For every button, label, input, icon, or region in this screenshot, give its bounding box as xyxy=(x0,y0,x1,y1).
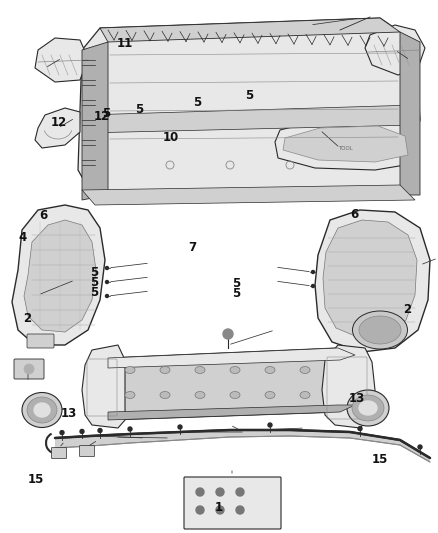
Polygon shape xyxy=(108,405,355,420)
Circle shape xyxy=(128,427,132,431)
Text: 5: 5 xyxy=(102,107,110,120)
Text: 5: 5 xyxy=(90,276,98,289)
Circle shape xyxy=(98,429,102,432)
Text: 5: 5 xyxy=(246,90,254,102)
Ellipse shape xyxy=(300,367,310,374)
Polygon shape xyxy=(323,220,417,338)
Ellipse shape xyxy=(352,395,384,421)
Circle shape xyxy=(216,506,224,514)
Text: 5: 5 xyxy=(90,286,98,298)
FancyBboxPatch shape xyxy=(27,334,54,348)
Polygon shape xyxy=(24,220,96,332)
Text: 5: 5 xyxy=(233,287,240,300)
Polygon shape xyxy=(82,42,108,200)
Circle shape xyxy=(223,329,233,339)
Ellipse shape xyxy=(125,392,135,399)
Polygon shape xyxy=(322,345,375,428)
Ellipse shape xyxy=(27,397,57,423)
FancyBboxPatch shape xyxy=(80,446,95,456)
FancyBboxPatch shape xyxy=(52,448,67,458)
Text: 5: 5 xyxy=(193,96,201,109)
Ellipse shape xyxy=(230,392,240,399)
Circle shape xyxy=(268,423,272,427)
Ellipse shape xyxy=(160,392,170,399)
Text: 6: 6 xyxy=(40,209,48,222)
Ellipse shape xyxy=(300,392,310,399)
Circle shape xyxy=(196,488,204,496)
Ellipse shape xyxy=(33,402,51,418)
Ellipse shape xyxy=(347,390,389,426)
Circle shape xyxy=(236,506,244,514)
Circle shape xyxy=(311,285,314,287)
Text: 13: 13 xyxy=(60,407,77,420)
Circle shape xyxy=(24,364,34,374)
Ellipse shape xyxy=(160,367,170,374)
Polygon shape xyxy=(365,25,425,75)
Ellipse shape xyxy=(359,316,401,344)
Text: 5: 5 xyxy=(90,266,98,279)
Text: 12: 12 xyxy=(93,110,110,123)
Text: 1: 1 xyxy=(215,501,223,514)
Circle shape xyxy=(60,431,64,434)
Text: 2: 2 xyxy=(403,303,411,316)
Circle shape xyxy=(106,266,109,270)
Text: 6: 6 xyxy=(351,208,359,221)
Ellipse shape xyxy=(265,367,275,374)
Polygon shape xyxy=(35,108,80,148)
Text: 2: 2 xyxy=(24,312,32,325)
Polygon shape xyxy=(283,126,408,162)
Polygon shape xyxy=(82,185,415,205)
Polygon shape xyxy=(100,18,400,42)
Ellipse shape xyxy=(230,367,240,374)
Polygon shape xyxy=(55,430,430,462)
Ellipse shape xyxy=(353,311,407,349)
Polygon shape xyxy=(92,348,360,420)
Text: 15: 15 xyxy=(372,453,389,466)
Circle shape xyxy=(216,488,224,496)
Text: 11: 11 xyxy=(117,37,133,50)
Ellipse shape xyxy=(22,392,62,427)
FancyBboxPatch shape xyxy=(184,477,281,529)
Polygon shape xyxy=(400,32,420,195)
Text: 15: 15 xyxy=(28,473,44,486)
Circle shape xyxy=(236,488,244,496)
Polygon shape xyxy=(108,348,355,368)
Circle shape xyxy=(311,271,314,273)
Ellipse shape xyxy=(195,367,205,374)
Circle shape xyxy=(106,280,109,284)
Polygon shape xyxy=(85,105,415,133)
Text: 4: 4 xyxy=(19,231,27,244)
Text: TOOL: TOOL xyxy=(338,146,353,150)
Circle shape xyxy=(106,295,109,297)
Circle shape xyxy=(196,506,204,514)
Polygon shape xyxy=(82,345,125,428)
Text: 12: 12 xyxy=(51,116,67,129)
Circle shape xyxy=(358,426,362,431)
Polygon shape xyxy=(275,118,415,170)
Polygon shape xyxy=(315,210,430,352)
Ellipse shape xyxy=(125,367,135,374)
Circle shape xyxy=(178,425,182,429)
Circle shape xyxy=(418,445,422,449)
Ellipse shape xyxy=(265,392,275,399)
Ellipse shape xyxy=(358,400,378,416)
Text: 13: 13 xyxy=(349,392,365,405)
Text: 5: 5 xyxy=(135,103,143,116)
Polygon shape xyxy=(78,18,420,200)
Ellipse shape xyxy=(195,392,205,399)
FancyBboxPatch shape xyxy=(14,359,44,379)
Polygon shape xyxy=(12,205,105,345)
Text: 5: 5 xyxy=(233,277,240,290)
Text: 7: 7 xyxy=(189,241,197,254)
Circle shape xyxy=(80,430,84,433)
Polygon shape xyxy=(35,38,88,82)
Text: 10: 10 xyxy=(162,131,179,144)
